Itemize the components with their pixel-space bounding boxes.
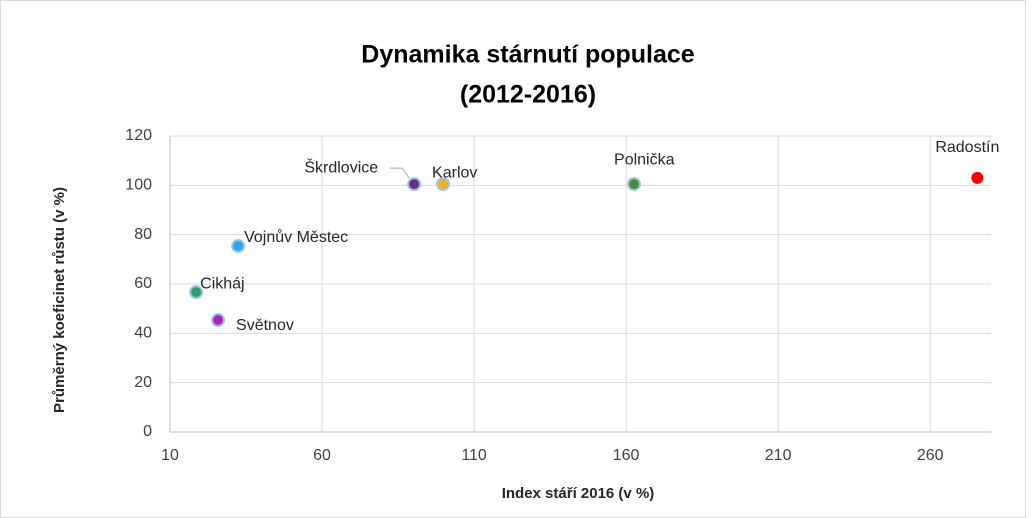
y-tick-label: 0 — [143, 423, 152, 440]
x-tick-label: 60 — [313, 447, 331, 464]
y-tick-label: 40 — [134, 325, 152, 342]
x-axis-title: Index stáří 2016 (v %) — [502, 485, 655, 502]
x-tick-label: 160 — [613, 447, 640, 464]
point — [436, 177, 451, 192]
point-label: Cikháj — [200, 275, 244, 292]
point-label: Polnička — [614, 151, 675, 168]
point — [971, 171, 984, 184]
leader-line — [390, 167, 410, 179]
point — [211, 313, 226, 328]
point — [231, 239, 246, 254]
x-tick-label: 260 — [917, 447, 944, 464]
point-label: Radostín — [935, 139, 999, 156]
point — [627, 177, 642, 192]
y-tick-label: 20 — [134, 374, 152, 391]
x-tick-label: 210 — [765, 447, 792, 464]
chart-title: Dynamika stárnutí populace — [361, 41, 695, 69]
y-tick-label: 120 — [125, 127, 152, 144]
x-tick-label: 110 — [461, 447, 487, 464]
x-tick-label: 10 — [161, 447, 179, 464]
point-label: Vojnův Městec — [244, 228, 348, 246]
chart-title: (2012-2016) — [460, 81, 596, 109]
y-axis-title: Průměrný koeficinet růstu (v %) — [51, 187, 68, 413]
y-tick-label: 60 — [134, 275, 152, 292]
point — [407, 177, 422, 192]
point-label: Škrdlovice — [304, 157, 378, 176]
point-label: Karlov — [432, 164, 477, 181]
y-tick-label: 100 — [125, 177, 152, 194]
y-tick-label: 80 — [134, 226, 152, 243]
point-label: Světnov — [236, 317, 294, 334]
point — [189, 285, 204, 300]
